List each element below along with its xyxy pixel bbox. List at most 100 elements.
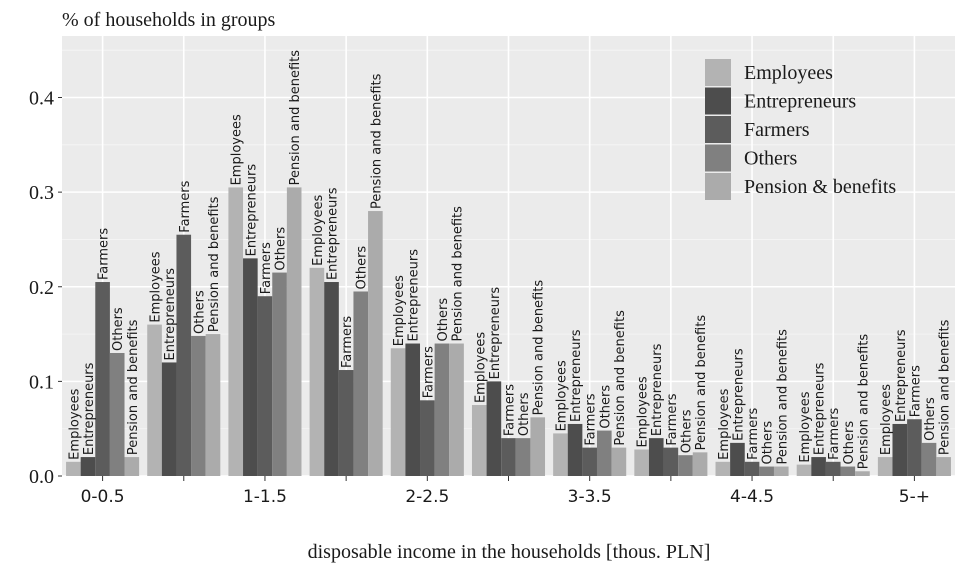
bar: [147, 324, 162, 476]
bar-label: Farmers: [97, 228, 112, 280]
bar: [744, 461, 760, 476]
bar: [648, 438, 664, 476]
bar-label: Employees: [717, 388, 732, 459]
bar: [434, 343, 450, 476]
legend-label: Others: [744, 148, 798, 170]
bar: [611, 447, 627, 476]
bar-label: Employees: [636, 376, 651, 447]
bar: [390, 348, 406, 476]
bar-label: Farmers: [827, 407, 842, 459]
legend-label: Pension & benefits: [744, 176, 896, 198]
bar: [678, 455, 693, 476]
chart-title: % of households in groups: [62, 9, 276, 31]
legend-swatch: [705, 144, 731, 172]
bar: [773, 466, 789, 476]
bar: [338, 370, 354, 476]
bar-label: Entrepreneurs: [650, 343, 665, 436]
bar: [66, 461, 81, 476]
bar-label: Pension and benefits: [288, 50, 303, 186]
bar-label: Employees: [879, 384, 894, 455]
bar: [353, 291, 369, 476]
bar-label: Farmers: [178, 180, 193, 232]
bar-label: Pension and benefits: [451, 206, 466, 342]
bar: [515, 438, 531, 476]
bar: [715, 461, 731, 476]
bar: [663, 447, 679, 476]
bar: [634, 449, 649, 476]
bar-label: Farmers: [665, 393, 680, 445]
bar: [272, 272, 287, 476]
legend-swatch: [705, 59, 731, 86]
legend-swatch: [705, 116, 731, 143]
bar: [95, 282, 110, 476]
x-tick-label: 5-+: [899, 487, 930, 507]
bar: [501, 438, 516, 476]
bar: [191, 335, 206, 476]
bar-label: Pension and benefits: [369, 73, 384, 209]
bar: [936, 457, 951, 476]
bar: [855, 471, 870, 476]
bar: [80, 457, 96, 476]
bar-label: Others: [761, 421, 776, 465]
bar: [567, 423, 583, 476]
bar-label: Entrepreneurs: [82, 362, 97, 455]
y-tick-label: 0.3: [29, 182, 54, 204]
legend-label: Employees: [744, 62, 833, 84]
bar: [449, 343, 464, 476]
bar-label: Pension and benefits: [938, 319, 953, 455]
y-tick-label: 0.1: [29, 371, 54, 393]
bar: [907, 419, 922, 476]
legend-label: Farmers: [744, 119, 810, 141]
bar: [796, 464, 812, 476]
bar: [176, 234, 192, 476]
bar-label: Farmers: [421, 346, 436, 398]
bar-label: Entrepreneurs: [813, 362, 828, 455]
bar-label: Employees: [554, 360, 569, 431]
x-axis: 0-0.5 1-1.5 2-2.5 3-3.5 4-4.5 5-+: [81, 476, 930, 507]
bar-label: Others: [436, 298, 451, 342]
bar: [759, 466, 774, 476]
x-tick-label: 2-2.5: [405, 487, 449, 507]
y-tick-label: 0.0: [29, 466, 54, 488]
bar: [486, 381, 502, 476]
bar: [368, 211, 383, 476]
bar: [840, 466, 856, 476]
bar: [553, 433, 568, 476]
bar: [692, 452, 708, 476]
bar: [324, 282, 339, 476]
bar-label: Employees: [230, 114, 245, 185]
bar: [825, 461, 841, 476]
bar-label: Employees: [149, 251, 164, 322]
bar-label: Farmers: [584, 393, 599, 445]
bar: [257, 296, 273, 476]
bar: [228, 187, 244, 477]
bar: [530, 417, 546, 476]
bar: [596, 430, 612, 476]
bar-label: Entrepreneurs: [569, 329, 584, 422]
bar: [811, 457, 826, 476]
bar-label: Others: [923, 397, 938, 441]
bar-label: Entrepreneurs: [407, 249, 422, 342]
bar-label: Farmers: [746, 407, 761, 459]
bar: [921, 442, 937, 476]
bar-label: Others: [598, 385, 613, 429]
bar: [420, 400, 435, 476]
legend-label: Entrepreneurs: [744, 91, 856, 113]
x-axis-label: disposable income in the households [tho…: [308, 541, 711, 563]
legend: Employees Entrepreneurs Farmers Others Pensi…: [705, 59, 896, 200]
y-tick-label: 0.2: [29, 277, 54, 299]
bar: [877, 457, 893, 476]
bar-label: Others: [274, 227, 289, 271]
bar-label: Entrepreneurs: [244, 164, 259, 257]
x-tick-label: 0-0.5: [81, 487, 125, 507]
y-axis: 0.0 0.1 0.2 0.3 0.4: [29, 88, 62, 488]
bar-label: Farmers: [503, 384, 518, 436]
bar-label: Others: [192, 290, 207, 334]
bar-label: Others: [111, 307, 126, 351]
bar-label: Entrepreneurs: [326, 187, 341, 280]
bar: [471, 405, 487, 476]
bar: [405, 343, 421, 476]
bar-label: Entrepreneurs: [488, 287, 503, 380]
